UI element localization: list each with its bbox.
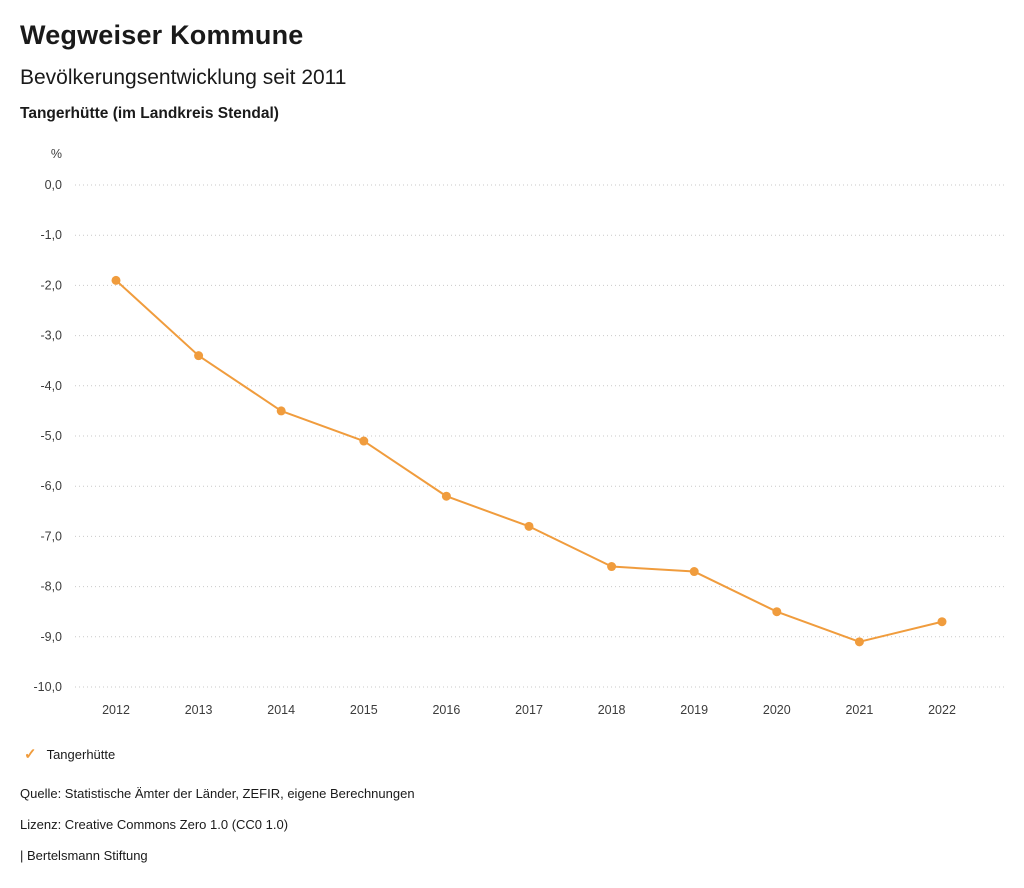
y-tick-label: -2,0 bbox=[40, 278, 62, 292]
data-point[interactable] bbox=[689, 567, 699, 577]
y-tick-label: -7,0 bbox=[40, 529, 62, 543]
line-chart: % 0,0 -1,0 -2,0 -3,0 -4,0 -5,0 -6,0 -7,0 -8,0 -9,0… bbox=[0, 140, 1024, 730]
page-title: Wegweiser Kommune bbox=[20, 20, 304, 50]
data-point[interactable] bbox=[772, 607, 782, 617]
license-text: Lizenz: Creative Commons Zero 1.0 (CC0 1… bbox=[20, 817, 289, 832]
legend-label: Tangerhütte bbox=[46, 746, 116, 762]
data-point[interactable] bbox=[441, 491, 451, 501]
x-tick-label: 2020 bbox=[763, 703, 791, 717]
x-tick-label: 2019 bbox=[680, 703, 708, 717]
y-tick-label: -6,0 bbox=[40, 479, 62, 493]
chart-subtitle: Bevölkerungsentwicklung seit 2011 bbox=[20, 66, 347, 89]
y-tick-label: -3,0 bbox=[40, 329, 62, 343]
attribution-text: | Bertelsmann Stiftung bbox=[20, 848, 148, 863]
data-point[interactable] bbox=[607, 562, 617, 572]
data-point[interactable] bbox=[111, 275, 121, 285]
y-tick-label: -4,0 bbox=[40, 379, 62, 393]
x-tick-label: 2016 bbox=[432, 703, 460, 717]
data-point[interactable] bbox=[937, 617, 947, 627]
x-tick-label: 2022 bbox=[928, 703, 956, 717]
data-point[interactable] bbox=[854, 637, 864, 647]
y-tick-label: -5,0 bbox=[40, 429, 62, 443]
x-tick-label: 2014 bbox=[267, 703, 295, 717]
x-tick-label: 2015 bbox=[350, 703, 378, 717]
data-point[interactable] bbox=[524, 521, 534, 531]
x-tick-label: 2017 bbox=[515, 703, 543, 717]
x-tick-label: 2021 bbox=[845, 703, 873, 717]
y-tick-label: -10,0 bbox=[34, 680, 63, 694]
x-tick-label: 2012 bbox=[102, 703, 130, 717]
data-point[interactable] bbox=[276, 406, 286, 416]
chart-legend[interactable]: ✓ Tangerhütte bbox=[24, 745, 115, 763]
y-tick-label: -9,0 bbox=[40, 630, 62, 644]
check-icon: ✓ bbox=[24, 746, 37, 763]
x-tick-label: 2013 bbox=[185, 703, 213, 717]
chart-svg: % 0,0 -1,0 -2,0 -3,0 -4,0 -5,0 -6,0 -7,0 -8,0 -9,0… bbox=[34, 147, 1005, 717]
y-axis-unit: % bbox=[51, 147, 62, 161]
data-point[interactable] bbox=[359, 436, 369, 446]
y-tick-label: 0,0 bbox=[45, 178, 62, 192]
x-tick-label: 2018 bbox=[598, 703, 626, 717]
y-tick-label: -8,0 bbox=[40, 580, 62, 594]
y-tick-label: -1,0 bbox=[40, 228, 62, 242]
series-line bbox=[115, 279, 943, 643]
data-point[interactable] bbox=[194, 351, 204, 361]
source-text: Quelle: Statistische Ämter der Länder, Z… bbox=[20, 786, 415, 801]
chart-location: Tangerhütte (im Landkreis Stendal) bbox=[20, 105, 279, 122]
